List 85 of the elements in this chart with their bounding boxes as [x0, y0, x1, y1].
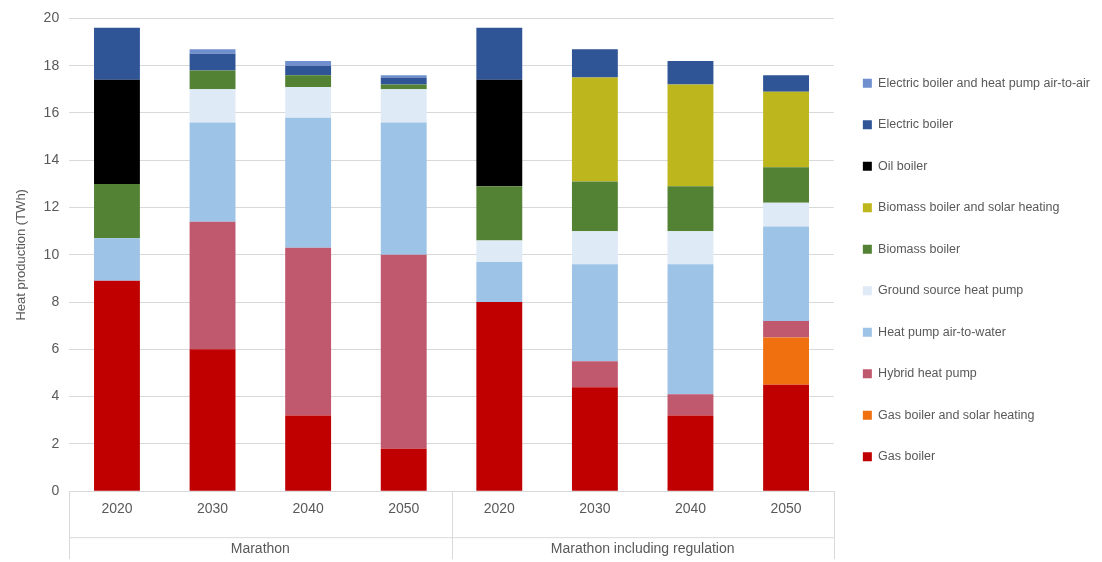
bar [763, 75, 809, 92]
x-tick-label: 2040 [674, 500, 707, 517]
bar [94, 183, 140, 239]
bar [285, 65, 332, 76]
y-tick-label: 20 [43, 9, 60, 26]
bar [380, 75, 427, 78]
bar [476, 79, 523, 187]
bar [667, 186, 714, 232]
bar [285, 247, 332, 416]
bar [571, 77, 618, 182]
bar [571, 231, 618, 265]
y-tick-label: 2 [51, 434, 60, 451]
bar [380, 89, 427, 123]
bar [189, 70, 236, 90]
bar [667, 60, 714, 85]
bar [94, 280, 140, 491]
bar [380, 254, 427, 449]
bar [189, 349, 236, 491]
y-axis-title: Heat production (TWh) [13, 189, 29, 321]
legend-label: Heat pump air-to-water [878, 324, 1006, 339]
bar [189, 89, 236, 123]
bar [763, 337, 809, 385]
bar [94, 238, 140, 281]
bar [285, 75, 332, 87]
legend-label: Hybrid heat pump [878, 366, 977, 381]
bar [94, 79, 140, 184]
bar [285, 86, 332, 118]
legend-label: Gas boiler [878, 449, 936, 464]
x-tick-label: 2030 [196, 500, 229, 517]
y-tick-label: 10 [43, 245, 60, 262]
bar [571, 361, 618, 388]
bar [763, 91, 809, 168]
bar [189, 53, 236, 71]
x-tick-label: 2050 [388, 500, 420, 517]
y-tick-label: 14 [43, 151, 60, 168]
y-tick-label: 8 [51, 292, 60, 309]
bar [571, 264, 618, 362]
legend-label: Electric boiler [878, 117, 954, 132]
bar [189, 49, 236, 54]
x-tick-label: 2020 [483, 500, 516, 517]
bar [476, 261, 523, 303]
y-tick-label: 18 [43, 56, 60, 73]
bar [380, 448, 427, 491]
y-tick-label: 4 [51, 387, 60, 404]
bar [476, 240, 523, 262]
bar [571, 387, 618, 491]
y-tick-label: 12 [43, 198, 60, 215]
x-tick-label: 2030 [579, 500, 611, 517]
bar [763, 202, 809, 227]
bar [189, 221, 236, 350]
x-tick-label: 2050 [770, 500, 802, 517]
bar [763, 320, 809, 338]
bar [667, 415, 714, 491]
bar [667, 394, 714, 416]
text: Marathon including regulation [550, 540, 735, 557]
y-tick-label: 16 [43, 103, 60, 120]
bar [763, 167, 809, 203]
bar [285, 60, 332, 66]
bar [667, 264, 714, 395]
bar [380, 122, 427, 255]
bar [667, 84, 714, 187]
x-tick-label: 2020 [101, 500, 133, 517]
bar [189, 122, 236, 222]
text: Marathon [230, 540, 290, 557]
bar [571, 49, 618, 78]
y-tick-label: 0 [51, 482, 60, 499]
bar [763, 384, 809, 491]
bar [571, 181, 618, 232]
bar [667, 231, 714, 265]
bar [285, 415, 332, 491]
legend-label: Gas boiler and solar heating [878, 407, 1035, 422]
bar [94, 27, 140, 80]
legend-label: Biomass boiler and solar heating [878, 200, 1060, 215]
legend-label: Electric boiler and heat pump air-to-air [878, 75, 1090, 90]
legend-label: Biomass boiler [878, 241, 961, 256]
bar [476, 186, 523, 241]
y-tick-label: 6 [51, 340, 60, 357]
x-tick-label: 2040 [292, 500, 324, 517]
bar [285, 117, 332, 248]
legend-label: Oil boiler [878, 158, 928, 173]
bar [763, 226, 809, 321]
bar [476, 27, 523, 80]
bar [476, 302, 523, 491]
legend-label: Ground source heat pump [878, 283, 1024, 298]
bar [380, 77, 427, 85]
